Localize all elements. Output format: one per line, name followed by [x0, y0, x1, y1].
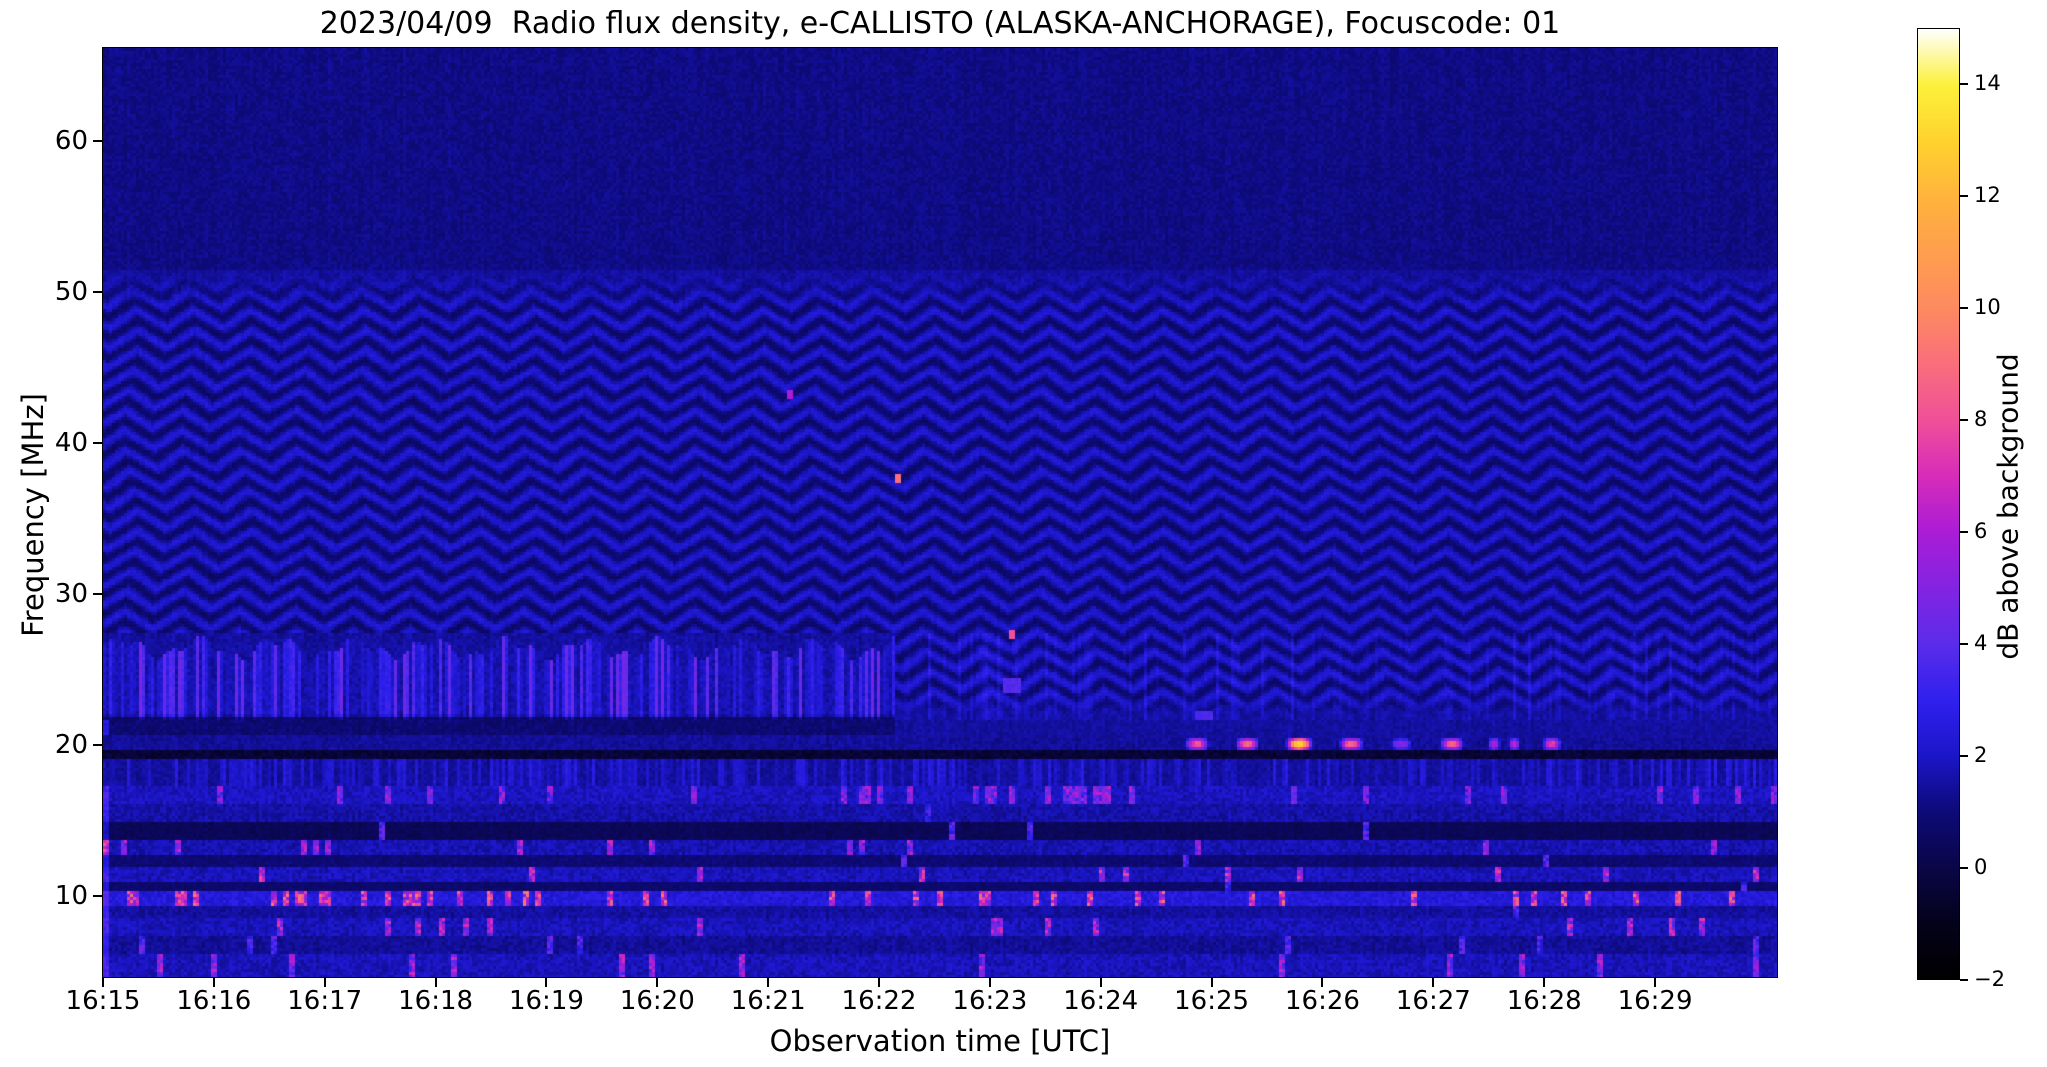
y-tick-label: 50 [54, 277, 88, 308]
x-tick-mark [545, 977, 548, 987]
x-tick-mark [323, 977, 326, 987]
colorbar-tick-label: 4 [1974, 631, 1988, 655]
colorbar [1917, 28, 1960, 980]
colorbar-tick-mark [1960, 979, 1968, 981]
y-tick-label: 60 [54, 126, 88, 157]
colorbar-label: dB above background [1991, 353, 2025, 660]
x-tick-mark [767, 977, 770, 987]
x-tick-mark [1432, 977, 1435, 987]
x-tick-mark [212, 977, 215, 987]
x-tick-label: 16:24 [1063, 986, 1139, 1016]
colorbar-tick-mark [1960, 531, 1968, 533]
colorbar-tick-label: 2 [1974, 743, 1988, 767]
x-tick-mark [1099, 977, 1102, 987]
x-tick-mark [656, 977, 659, 987]
x-tick-label: 16:21 [730, 986, 806, 1016]
x-tick-label: 16:15 [65, 986, 141, 1016]
y-tick-mark [93, 894, 103, 897]
x-tick-label: 16:20 [619, 986, 695, 1016]
colorbar-tick-mark [1960, 867, 1968, 869]
x-tick-mark [1321, 977, 1324, 987]
spectrogram-heatmap [102, 47, 1777, 977]
x-tick-label: 16:18 [398, 986, 474, 1016]
x-tick-label: 16:27 [1395, 986, 1471, 1016]
y-tick-label: 40 [54, 427, 88, 458]
colorbar-tick-mark [1960, 755, 1968, 757]
x-tick-label: 16:28 [1506, 986, 1582, 1016]
chart-title: 2023/04/09 Radio flux density, e-CALLIST… [319, 6, 1561, 41]
x-tick-mark [988, 977, 991, 987]
colorbar-tick-label: 6 [1974, 519, 1988, 543]
colorbar-tick-mark [1960, 419, 1968, 421]
y-tick-mark [93, 140, 103, 143]
y-tick-mark [93, 291, 103, 294]
y-tick-mark [93, 592, 103, 595]
x-tick-label: 16:22 [841, 986, 917, 1016]
colorbar-tick-label: 10 [1974, 295, 2001, 319]
plot-area [101, 46, 1778, 978]
y-tick-mark [93, 743, 103, 746]
x-tick-label: 16:19 [508, 986, 584, 1016]
y-tick-label: 10 [54, 880, 88, 911]
x-axis-label: Observation time [UTC] [769, 1024, 1111, 1058]
x-tick-label: 16:29 [1617, 986, 1693, 1016]
y-tick-label: 20 [54, 729, 88, 760]
colorbar-tick-mark [1960, 83, 1968, 85]
x-tick-mark [434, 977, 437, 987]
x-tick-label: 16:25 [1174, 986, 1250, 1016]
colorbar-tick-label: 8 [1974, 407, 1988, 431]
colorbar-tick-mark [1960, 643, 1968, 645]
colorbar-tick-mark [1960, 195, 1968, 197]
colorbar-tick-label: 0 [1974, 855, 1988, 879]
colorbar-tick-mark [1960, 307, 1968, 309]
x-tick-mark [1543, 977, 1546, 987]
y-tick-label: 30 [54, 578, 88, 609]
x-tick-mark [1210, 977, 1213, 987]
x-tick-label: 16:16 [176, 986, 252, 1016]
y-axis-label: Frequency [MHz] [16, 393, 50, 637]
x-tick-mark [878, 977, 881, 987]
colorbar-tick-label: 14 [1974, 71, 2001, 95]
x-tick-label: 16:23 [952, 986, 1028, 1016]
x-tick-label: 16:26 [1285, 986, 1360, 1016]
x-tick-mark [1654, 977, 1657, 987]
x-tick-label: 16:17 [287, 986, 363, 1016]
x-tick-mark [102, 977, 104, 987]
colorbar-tick-label: 12 [1974, 183, 2001, 207]
y-tick-mark [93, 441, 103, 444]
colorbar-tick-label: −2 [1974, 967, 2005, 991]
